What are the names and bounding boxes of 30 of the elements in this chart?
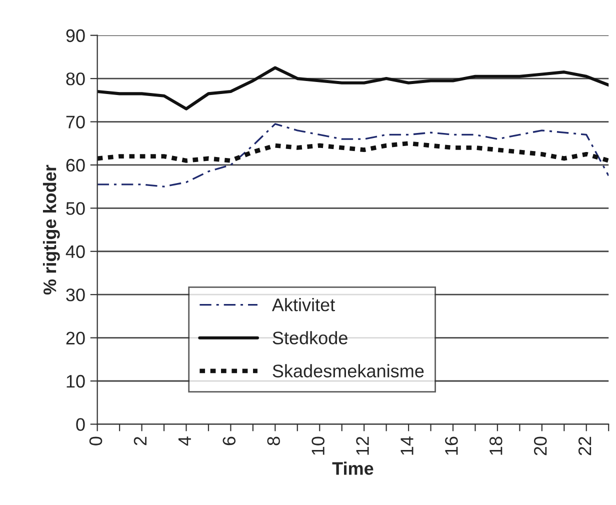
y-tick-label: 60: [66, 158, 85, 172]
line-series: [97, 66, 609, 110]
y-tick-label: 30: [66, 288, 85, 302]
x-tick-label: 10: [312, 436, 324, 455]
x-tick-label: 18: [490, 436, 502, 455]
y-tick-label: 20: [66, 332, 85, 345]
line-series: [97, 123, 609, 188]
y-tick-label: 40: [66, 245, 85, 258]
y-tick-label: 70: [66, 116, 85, 128]
y-tick-label: 0: [76, 418, 85, 431]
y-tick-label: 10: [66, 374, 85, 388]
y-tick-label: 90: [66, 29, 85, 42]
x-tick-label: 20: [534, 436, 547, 456]
x-tick-label: 4: [178, 436, 191, 446]
x-axis-title: Time: [332, 462, 374, 475]
legend-label: Stedkode: [272, 331, 348, 344]
legend-label: Aktivitet: [272, 298, 335, 312]
x-tick-label: 22: [578, 436, 592, 456]
y-tick-label: 50: [66, 202, 85, 215]
x-tick-label: 12: [356, 436, 369, 455]
line-series: [97, 141, 609, 163]
y-tick-label: 80: [66, 72, 85, 86]
y-axis-title: % rigtige koder: [42, 164, 60, 295]
x-tick-label: 6: [222, 436, 236, 446]
x-tick-label: 2: [134, 436, 146, 446]
x-tick-label: 0: [89, 436, 102, 446]
legend-label: Skadesmekanisme: [272, 364, 424, 378]
x-tick-label: 8: [267, 436, 280, 446]
x-tick-label: 14: [400, 436, 414, 455]
x-tick-label: 16: [445, 436, 458, 455]
